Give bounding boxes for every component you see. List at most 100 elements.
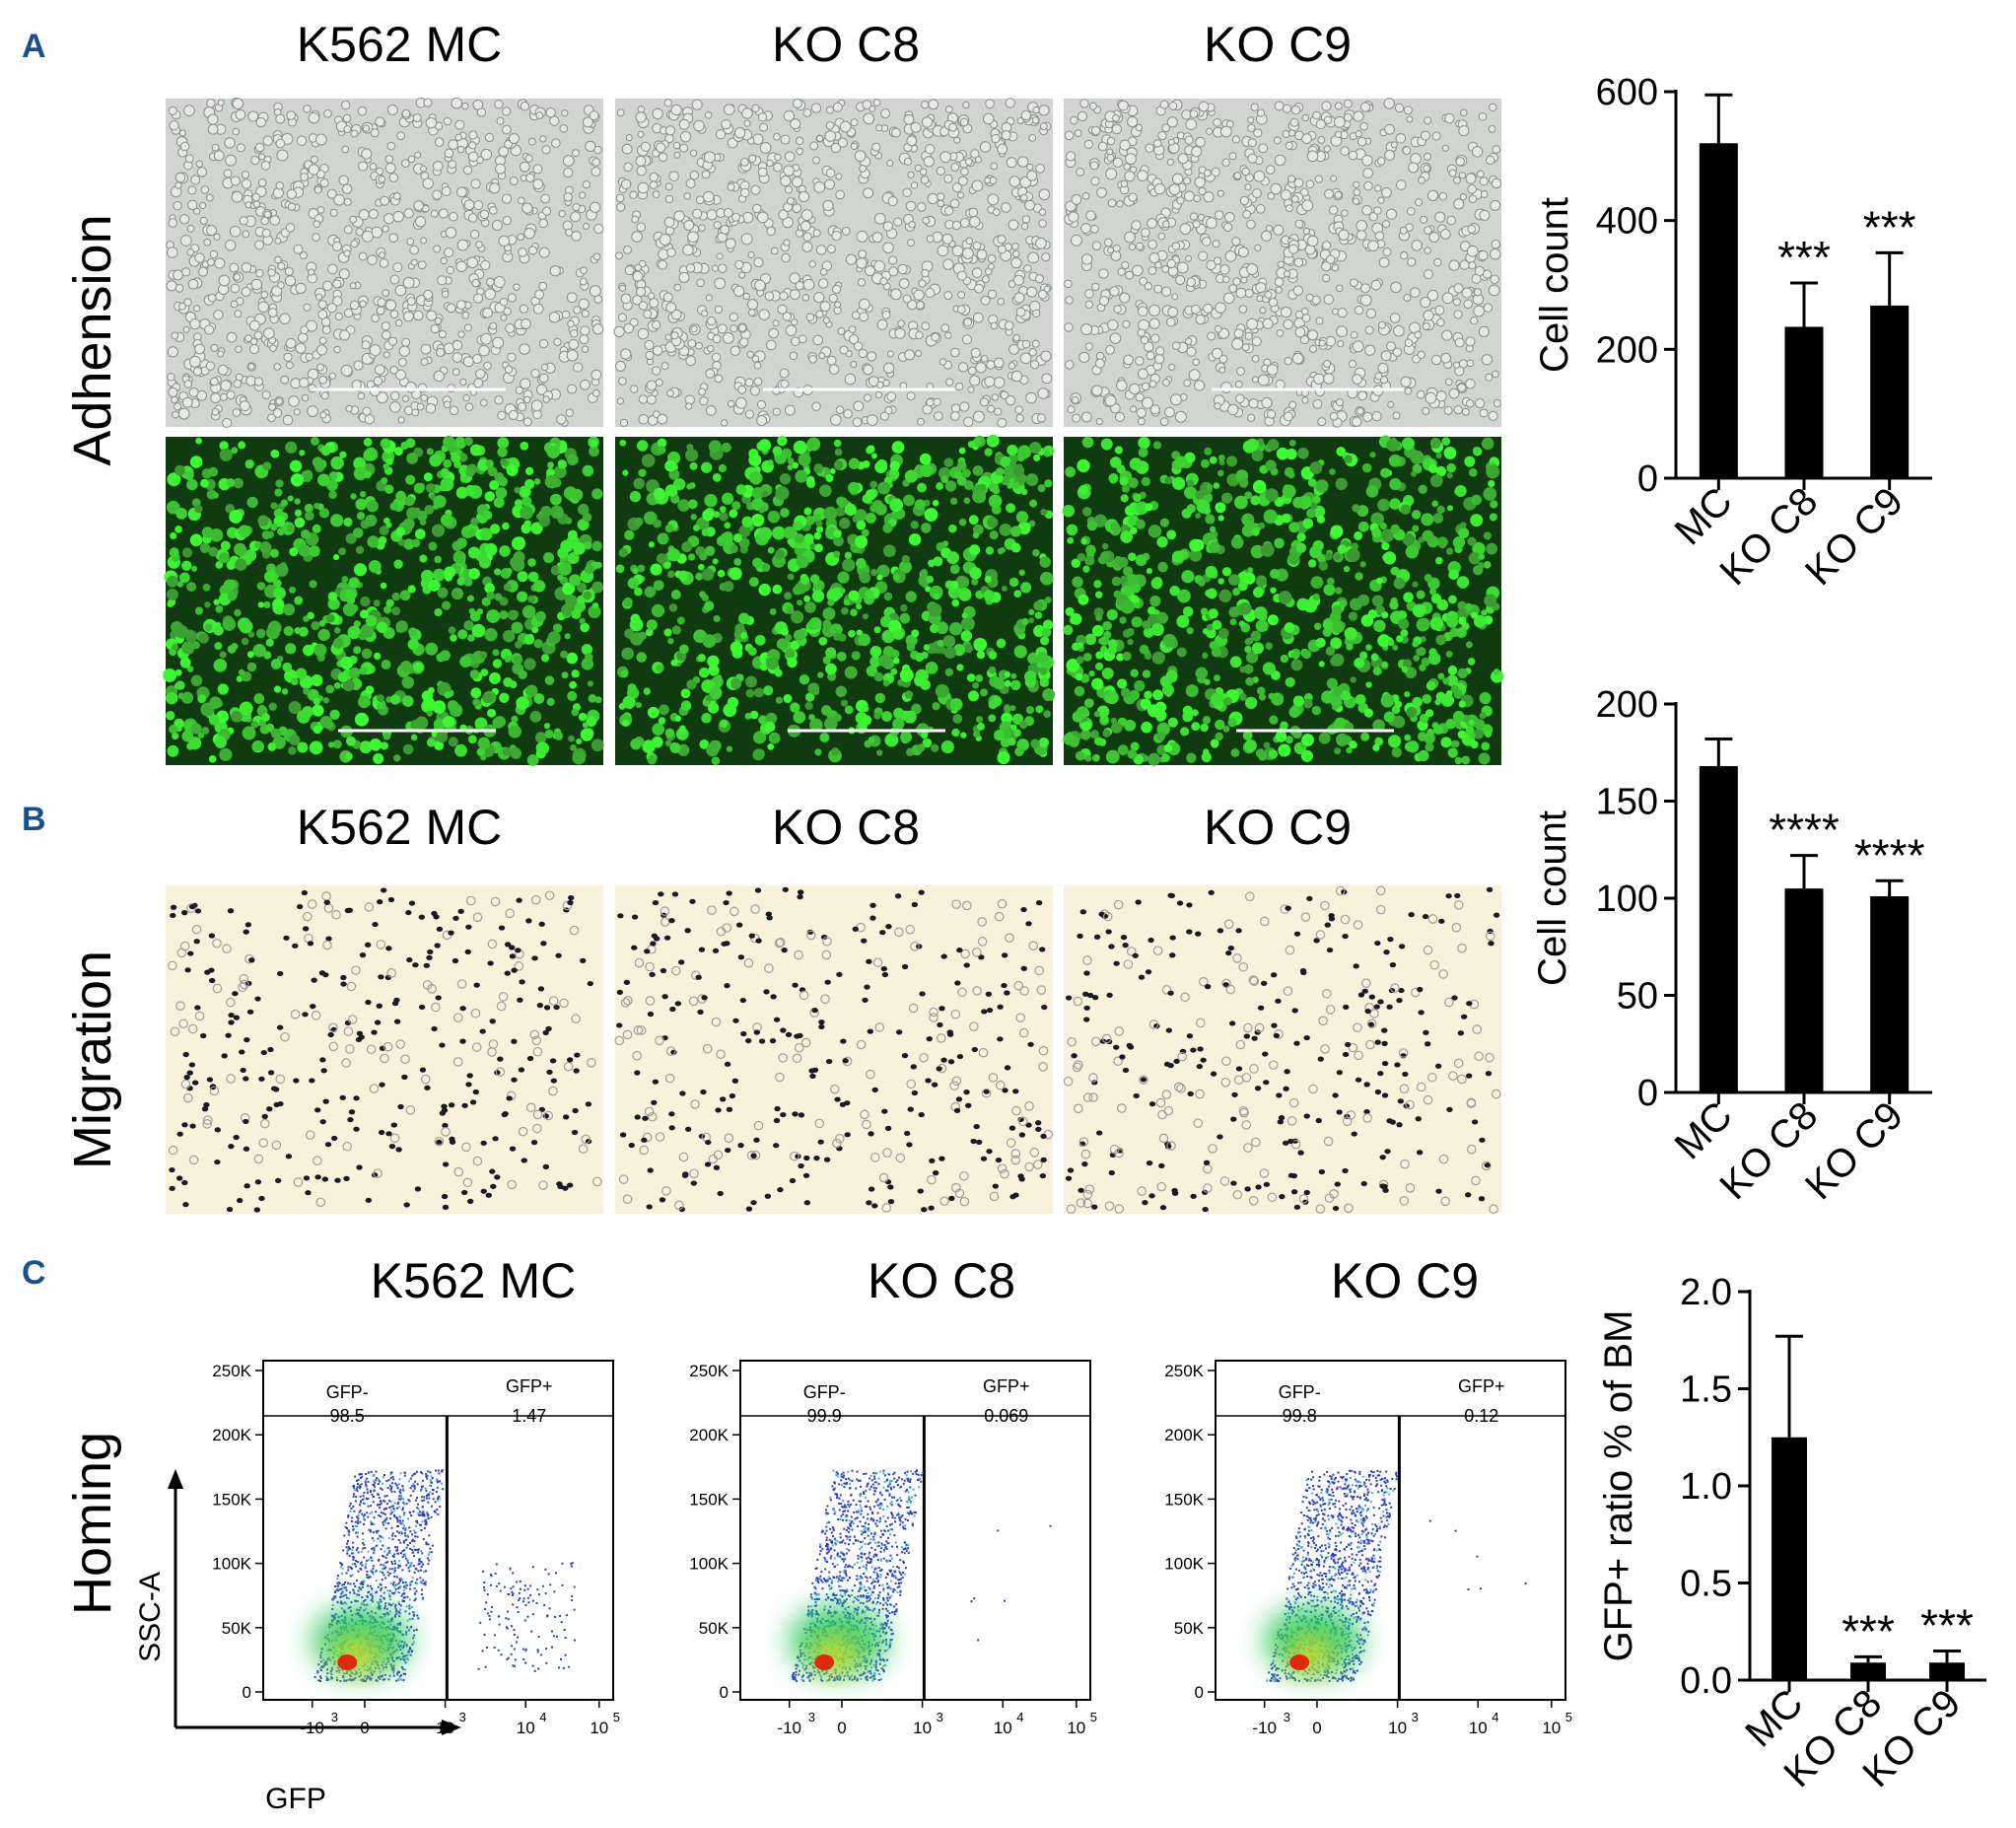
facs-y-tick: 50K <box>699 1619 730 1638</box>
significance-marker: **** <box>1854 829 1925 880</box>
facs-x-tick-exp: 5 <box>1090 1710 1097 1724</box>
y-axis-label: Cell count <box>1533 197 1576 373</box>
col-title-a-3: KO C9 <box>1204 17 1352 72</box>
facs-x-tick-exp: 3 <box>937 1710 943 1724</box>
gate-pct-pos: 0.069 <box>984 1406 1028 1426</box>
facs-y-tick: 100K <box>212 1555 251 1574</box>
col-title-a-1: K562 MC <box>297 17 502 72</box>
facs-x-tick-exp: 3 <box>1284 1710 1290 1724</box>
facs-axis-arrows: SSC-A GFP <box>134 1469 461 1815</box>
bar-ko-c8 <box>1784 888 1824 1092</box>
facs-plot-2: 250K 200K 150K 100K 50K 0 -10 3 0 10 3 10 4 10 5 GFP- GF… <box>689 1360 1097 1737</box>
gate-label-pos: GFP+ <box>506 1376 553 1396</box>
microscopy-images <box>163 97 1504 1215</box>
y-tick-label: 50 <box>1617 976 1658 1018</box>
bar-ko-c9 <box>1929 1662 1965 1680</box>
x-tick-label: KO C8 <box>1711 479 1826 594</box>
facs-x-tick-exp: 5 <box>613 1710 620 1724</box>
facs-y-tick: 250K <box>1164 1362 1204 1380</box>
gate-pct-neg: 98.5 <box>330 1406 365 1426</box>
facs-x-axis-label: GFP <box>265 1783 326 1815</box>
gate-pct-neg: 99.9 <box>807 1406 842 1426</box>
y-tick-label: 200 <box>1596 684 1658 726</box>
facs-density <box>312 1469 576 1682</box>
facs-x-tick-exp: 4 <box>1492 1710 1498 1724</box>
y-tick-label: 0 <box>1637 1073 1658 1114</box>
facs-y-tick: 250K <box>212 1362 251 1380</box>
bar-ko-c8 <box>1850 1662 1886 1680</box>
facs-y-tick: 150K <box>1164 1490 1204 1509</box>
gate-label-neg: GFP- <box>326 1382 369 1402</box>
bar-ko-c9 <box>1870 305 1910 478</box>
y-tick-label: 0 <box>1637 458 1658 500</box>
facs-y-tick: 50K <box>222 1619 252 1638</box>
bar-ko-c8 <box>1784 326 1824 478</box>
brightfield-image-2 <box>613 98 1053 428</box>
facs-y-tick: 0 <box>1195 1683 1204 1702</box>
facs-y-tick: 200K <box>689 1426 729 1444</box>
x-tick-label: MC <box>1667 479 1741 553</box>
facs-x-tick: -10 <box>1252 1719 1277 1737</box>
col-title-c-3: KO C9 <box>1331 1253 1479 1308</box>
bar-chart-adhesion: 0 200 400 600 Cell count MC *** KO C8 *** KO C9 <box>1533 72 1932 594</box>
y-tick-label: 1.0 <box>1680 1466 1732 1508</box>
y-axis-label: GFP+ ratio % of BM <box>1597 1310 1640 1662</box>
facs-y-tick: 250K <box>689 1362 729 1380</box>
facs-y-tick: 200K <box>212 1426 251 1444</box>
facs-density <box>1264 1469 1527 1682</box>
col-title-b-1: K562 MC <box>297 800 502 855</box>
fluorescence-image-2 <box>615 434 1056 765</box>
y-axis-label: Cell count <box>1531 810 1574 986</box>
significance-marker: **** <box>1769 805 1840 856</box>
significance-marker: *** <box>1842 1605 1895 1656</box>
facs-x-tick: 0 <box>837 1719 846 1737</box>
facs-x-tick-exp: 4 <box>1016 1710 1023 1724</box>
y-tick-label: 100 <box>1596 879 1658 920</box>
facs-x-tick: 10 <box>1388 1719 1407 1737</box>
facs-plot-3: 250K 200K 150K 100K 50K 0 -10 3 0 10 3 10 4 10 5 GFP- GF… <box>1164 1360 1572 1737</box>
migration-image-2 <box>614 885 1054 1214</box>
x-tick-label: KO C9 <box>1797 1093 1912 1208</box>
x-tick-label: KO C8 <box>1711 1093 1826 1208</box>
row-title-adhesion: Adhension <box>63 214 122 465</box>
y-tick-label: 200 <box>1596 329 1658 371</box>
x-tick-label: KO C9 <box>1797 479 1912 594</box>
y-tick-label: 0.0 <box>1680 1660 1732 1702</box>
col-title-a-2: KO C8 <box>772 17 920 72</box>
gate-pct-pos: 1.47 <box>512 1406 546 1426</box>
col-title-c-2: KO C8 <box>868 1253 1015 1308</box>
brightfield-image-3 <box>1064 98 1502 428</box>
facs-x-tick: 10 <box>1542 1719 1561 1737</box>
y-tick-label: 400 <box>1596 201 1658 243</box>
facs-y-tick: 100K <box>1164 1555 1204 1574</box>
bar-ko-c9 <box>1870 896 1910 1092</box>
panel-letter-a: A <box>22 28 46 65</box>
facs-x-tick: 10 <box>994 1719 1012 1737</box>
facs-x-tick-exp: 3 <box>1412 1710 1419 1724</box>
facs-x-tick-exp: 3 <box>331 1710 338 1724</box>
fluorescence-image-1 <box>163 435 604 766</box>
migration-image-3 <box>1063 885 1501 1215</box>
row-title-migration: Migration <box>63 950 122 1169</box>
gate-label-neg: GFP- <box>803 1382 846 1402</box>
facs-y-tick: 100K <box>689 1555 729 1574</box>
significance-marker: *** <box>1863 201 1916 252</box>
facs-x-tick-exp: 5 <box>1565 1710 1572 1724</box>
bar-mc <box>1772 1437 1807 1680</box>
facs-x-tick: 10 <box>590 1719 608 1737</box>
facs-y-axis-label: SSC-A <box>134 1572 167 1662</box>
facs-x-tick: 0 <box>1312 1719 1321 1737</box>
facs-y-tick: 0 <box>720 1683 729 1702</box>
panel-letter-c: C <box>22 1254 46 1292</box>
facs-x-tick-exp: 3 <box>459 1710 466 1724</box>
facs-x-tick: 10 <box>517 1719 535 1737</box>
facs-plot-1: 250K200K150K100K50K0-1030103104105GFP-GF… <box>212 1360 620 1737</box>
migration-image-1 <box>166 885 603 1214</box>
gate-label-neg: GFP- <box>1279 1382 1321 1402</box>
y-tick-label: 2.0 <box>1680 1272 1732 1313</box>
panel-letter-b: B <box>22 801 46 838</box>
facs-y-tick: 50K <box>1174 1619 1205 1638</box>
